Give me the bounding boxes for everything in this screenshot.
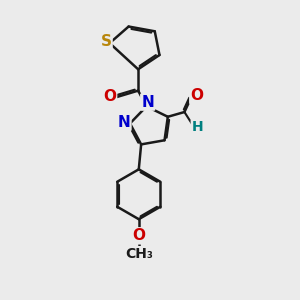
Text: O: O — [103, 89, 116, 104]
Text: CH₃: CH₃ — [125, 247, 153, 261]
Text: N: N — [118, 115, 130, 130]
Text: H: H — [192, 121, 203, 134]
Text: O: O — [132, 228, 145, 243]
Text: N: N — [141, 94, 154, 110]
Text: O: O — [190, 88, 203, 103]
Text: S: S — [100, 34, 112, 50]
